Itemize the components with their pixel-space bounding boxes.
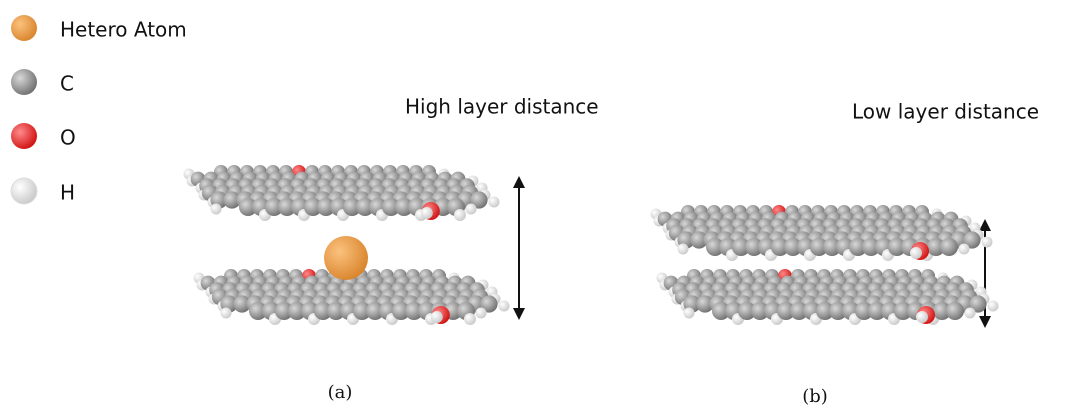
hydrogen-atom — [466, 204, 477, 215]
figure: Hetero Atom C O H High layer distance Lo… — [0, 0, 1067, 409]
carbon-atom — [946, 302, 964, 320]
molecules — [184, 165, 999, 325]
legend-label: Hetero Atom — [60, 18, 187, 42]
hydrogen-atom — [454, 209, 466, 221]
legend-swatch — [11, 69, 37, 95]
hydrogen-atom — [499, 301, 510, 312]
hydrogen-atom — [684, 308, 695, 319]
legend-label: H — [60, 181, 75, 205]
hydrogen-atom — [916, 311, 928, 323]
hydrogen-atom — [476, 308, 487, 319]
hydrogen-atom — [982, 237, 993, 248]
legend: Hetero Atom C O H — [11, 15, 187, 205]
hydrogen-atom — [431, 311, 443, 323]
panel-title: Low layer distance — [852, 100, 1039, 124]
panel-caption: (b) — [802, 386, 828, 407]
hydrogen-atom — [489, 197, 500, 208]
hydrogen-atom — [678, 244, 689, 255]
hydrogen-atom — [965, 308, 976, 319]
carbon-atom — [940, 238, 958, 256]
hetero-atom — [324, 236, 368, 280]
hydrogen-atom — [211, 204, 222, 215]
legend-swatch — [11, 15, 37, 41]
legend-swatch — [11, 178, 37, 204]
hydrogen-atom — [959, 244, 970, 255]
panel-title: High layer distance — [405, 95, 599, 119]
legend-label: C — [60, 72, 74, 96]
legend-swatch — [11, 123, 37, 149]
hydrogen-atom — [988, 301, 999, 312]
legend-label: O — [60, 126, 76, 150]
hydrogen-atom — [464, 313, 476, 325]
hydrogen-atom — [221, 308, 232, 319]
panel-caption: (a) — [328, 382, 353, 403]
hydrogen-atom — [910, 247, 922, 259]
hydrogen-atom — [421, 207, 433, 219]
